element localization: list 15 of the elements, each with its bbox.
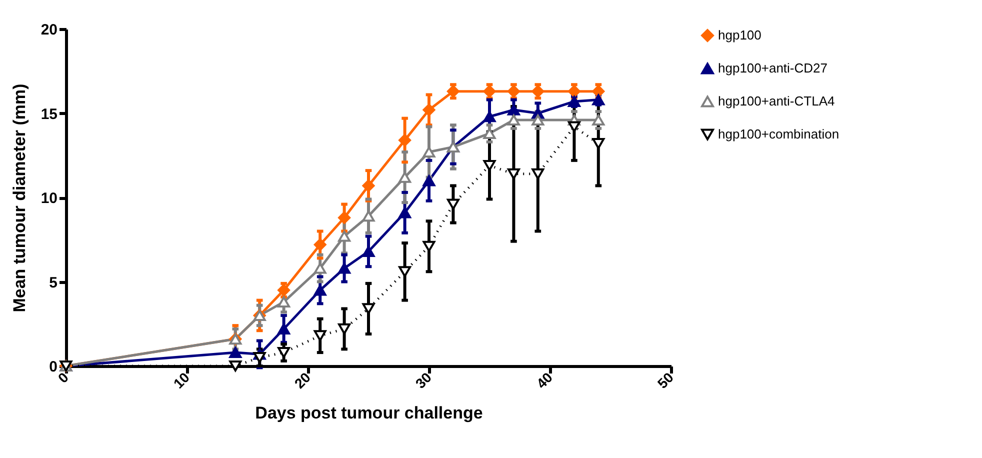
legend-label: hgp100+combination [718,126,840,142]
y-tick-label: 10 [40,190,58,207]
y-tick-label: 20 [40,22,58,38]
legend-label: hgp100+anti-CTLA4 [718,94,835,108]
x-tick-label: 50 [654,368,677,392]
y-axis-title: Mean tumour diameter (mm) [10,84,29,312]
x-tick-label: 20 [291,368,314,392]
legend-label: hgp100+anti-CD27 [718,60,828,76]
legend-label: hgp100 [718,28,762,42]
x-tick-label: 40 [533,368,556,392]
x-tick-label: 30 [412,368,435,392]
x-tick-label: 10 [170,368,193,392]
y-tick-label: 5 [49,274,58,292]
x-axis-title: Days post tumour challenge [255,403,483,422]
y-tick-label: 15 [40,106,58,123]
